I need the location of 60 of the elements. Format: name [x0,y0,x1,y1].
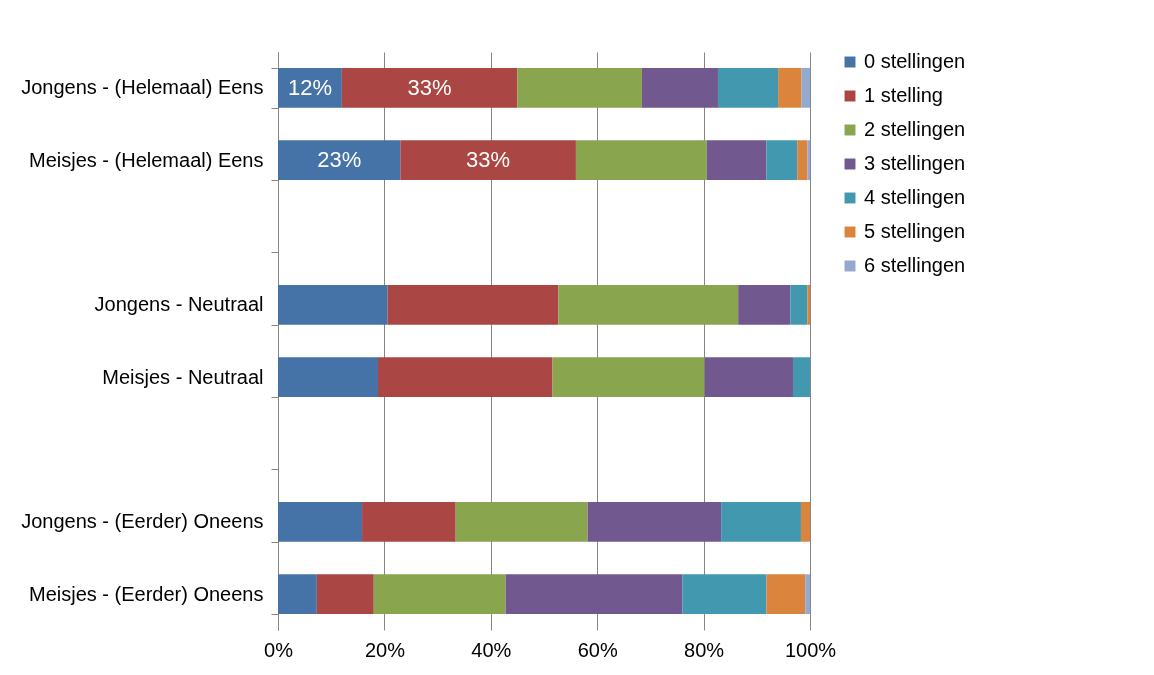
bar [800,501,810,542]
bar [558,284,739,325]
legend-label: 4 stellingen [864,186,966,208]
y-tick-label: Jongens - (Eerder) Oneens [21,510,264,533]
bar [341,67,518,108]
x-tick-label: 60% [577,638,618,661]
bar [766,140,798,181]
data-label: 33% [466,147,511,173]
bar [587,501,722,542]
bar [278,140,401,181]
bar [278,574,317,615]
x-tick-label: 20% [364,638,406,661]
x-tick-label: 80% [684,638,725,661]
bar [387,284,559,325]
bar [790,284,808,325]
x-tick-label: 100% [784,638,837,661]
bar [316,574,374,615]
bar [717,67,779,108]
legend-label: 2 stellingen [864,118,966,140]
bar [792,357,810,398]
bar [805,574,810,615]
bar [278,357,379,398]
bar [505,574,683,615]
legend-label: 5 stellingen [864,220,966,242]
bar [373,574,506,615]
data-label: 33% [407,74,452,100]
data-label: 23% [317,147,362,173]
bar [400,140,576,181]
bar [362,501,456,542]
bar [517,67,642,108]
bar [778,67,802,108]
bar [721,501,801,542]
y-tick-label: Jongens - Neutraal [94,293,264,316]
bar [552,357,705,398]
legend-label: 3 stellingen [864,152,966,174]
bar [378,357,553,398]
y-tick-label: Meisjes - (Helemaal) Eens [28,148,264,171]
bar [738,284,791,325]
legend-label: 1 stelling [864,84,943,106]
y-tick-label: Meisjes - Neutraal [102,365,264,388]
data-label: 12% [287,74,332,100]
x-tick-label: 0% [264,638,294,661]
y-tick-label: Meisjes - (Eerder) Oneens [28,582,264,605]
bar [704,357,793,398]
legend-label: 6 stellingen [864,254,966,276]
bar [766,574,806,615]
bar [278,284,388,325]
bar [801,67,810,108]
legend-label: 0 stellingen [864,50,966,72]
bar [807,284,810,325]
bar [575,140,707,181]
bar [706,140,767,181]
bar [641,67,718,108]
bar [797,140,808,181]
bar [278,501,363,542]
bar [682,574,767,615]
bar [455,501,588,542]
y-tick-label: Jongens - (Helemaal) Eens [21,76,264,99]
bar [807,140,810,181]
x-tick-label: 40% [471,638,512,661]
